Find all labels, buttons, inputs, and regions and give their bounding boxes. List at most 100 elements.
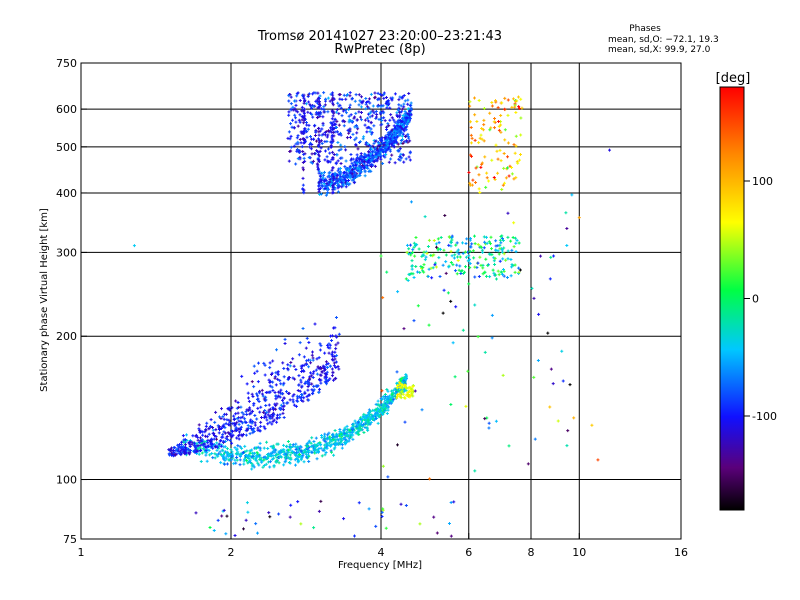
data-point bbox=[436, 247, 440, 251]
data-point bbox=[330, 117, 334, 121]
data-point bbox=[450, 254, 454, 258]
data-point bbox=[479, 263, 483, 267]
data-point bbox=[207, 432, 211, 436]
data-point bbox=[390, 153, 394, 157]
data-point bbox=[244, 410, 248, 414]
data-point bbox=[291, 400, 295, 404]
data-point bbox=[374, 402, 378, 406]
data-point bbox=[568, 383, 572, 387]
data-point bbox=[374, 408, 378, 412]
data-point bbox=[336, 159, 340, 163]
data-point bbox=[328, 160, 332, 164]
data-point bbox=[338, 427, 342, 431]
data-point bbox=[551, 382, 555, 386]
data-point bbox=[372, 409, 376, 413]
data-point bbox=[298, 113, 302, 117]
data-point bbox=[367, 97, 371, 101]
data-point bbox=[258, 410, 262, 414]
data-point bbox=[493, 117, 497, 121]
data-point bbox=[281, 411, 285, 415]
data-point bbox=[268, 460, 272, 464]
data-point bbox=[175, 447, 179, 451]
data-point bbox=[301, 176, 305, 180]
data-point bbox=[383, 119, 387, 123]
data-point bbox=[332, 120, 336, 124]
data-point bbox=[537, 312, 541, 316]
data-point bbox=[388, 149, 392, 153]
data-point bbox=[402, 327, 406, 331]
data-point bbox=[506, 113, 510, 117]
data-point bbox=[322, 180, 326, 184]
data-point bbox=[490, 336, 494, 340]
data-point bbox=[342, 182, 346, 186]
data-point bbox=[354, 425, 358, 429]
data-point bbox=[366, 100, 370, 104]
data-point bbox=[292, 364, 296, 368]
data-point bbox=[407, 92, 411, 96]
data-point bbox=[501, 267, 505, 271]
data-point bbox=[376, 91, 380, 95]
data-point bbox=[378, 404, 382, 408]
data-point bbox=[488, 128, 492, 132]
data-point bbox=[496, 269, 500, 273]
data-point bbox=[456, 248, 460, 252]
data-point bbox=[308, 377, 312, 381]
data-point bbox=[506, 211, 510, 215]
data-point bbox=[278, 407, 282, 411]
data-point bbox=[235, 455, 239, 459]
data-point bbox=[226, 454, 230, 458]
data-point bbox=[264, 398, 268, 402]
data-point bbox=[312, 124, 316, 128]
data-point bbox=[342, 170, 346, 174]
data-point bbox=[307, 454, 311, 458]
data-point bbox=[324, 130, 328, 134]
data-point bbox=[205, 451, 209, 455]
data-point bbox=[236, 401, 240, 405]
data-point bbox=[287, 448, 291, 452]
data-point bbox=[289, 107, 293, 111]
data-point bbox=[353, 138, 357, 142]
data-point bbox=[261, 465, 265, 469]
data-point bbox=[222, 456, 226, 460]
data-point bbox=[408, 151, 412, 155]
data-point bbox=[367, 507, 371, 511]
data-point bbox=[282, 375, 286, 379]
data-point bbox=[299, 449, 303, 453]
data-point bbox=[326, 147, 330, 151]
data-point bbox=[274, 404, 278, 408]
data-point bbox=[501, 257, 505, 261]
data-point bbox=[327, 175, 331, 179]
data-point bbox=[331, 157, 335, 161]
data-point bbox=[506, 249, 510, 253]
data-point bbox=[372, 141, 376, 145]
data-point bbox=[454, 305, 458, 309]
data-point bbox=[252, 385, 256, 389]
data-point bbox=[288, 398, 292, 402]
data-point bbox=[345, 424, 349, 428]
colorbar-label: [deg] bbox=[716, 71, 751, 86]
y-tick-label: 400 bbox=[56, 187, 77, 200]
data-point bbox=[443, 213, 447, 217]
data-point bbox=[354, 144, 358, 148]
data-point bbox=[299, 141, 303, 145]
data-point bbox=[456, 255, 460, 259]
data-point bbox=[193, 449, 197, 453]
data-point bbox=[293, 377, 297, 381]
data-point bbox=[396, 121, 400, 125]
data-point bbox=[251, 456, 255, 460]
data-point bbox=[209, 418, 213, 422]
data-point bbox=[444, 253, 448, 257]
data-point bbox=[313, 451, 317, 455]
data-point bbox=[303, 382, 307, 386]
data-point bbox=[355, 125, 359, 129]
data-point bbox=[277, 512, 281, 516]
data-point bbox=[282, 416, 286, 420]
data-point bbox=[370, 132, 374, 136]
data-point bbox=[293, 463, 297, 467]
data-point bbox=[458, 264, 462, 268]
data-point bbox=[168, 448, 172, 452]
data-point bbox=[281, 408, 285, 412]
data-point bbox=[390, 116, 394, 120]
data-point bbox=[334, 122, 338, 126]
